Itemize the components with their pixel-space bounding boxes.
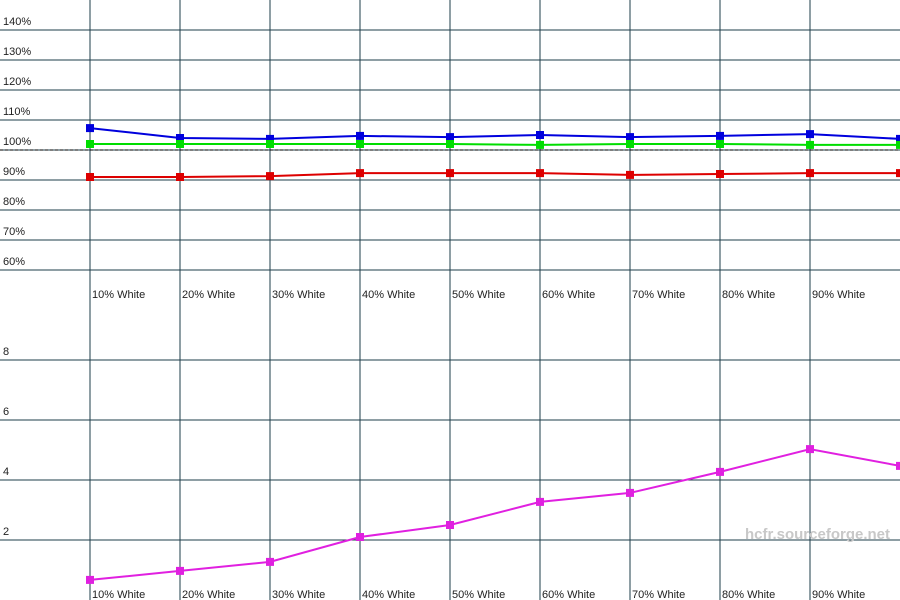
point-marker (446, 140, 454, 148)
x-tick-label: 40% White (362, 289, 415, 301)
x-tick-label: 80% White (722, 589, 775, 600)
x-tick-label: 20% White (182, 589, 235, 600)
y-tick-label: 60% (3, 256, 25, 268)
point-marker (356, 131, 364, 140)
point-marker (716, 140, 724, 148)
series-line (89, 127, 900, 140)
point-marker (86, 124, 94, 133)
point-marker (176, 134, 184, 142)
point-marker (896, 134, 900, 143)
point-marker (716, 170, 724, 178)
series-line (89, 448, 900, 581)
point-marker (896, 461, 900, 470)
point-marker (806, 140, 814, 149)
point-marker (176, 566, 184, 575)
y-tick-label: 130% (3, 46, 31, 58)
point-marker (356, 140, 364, 148)
point-marker (536, 497, 544, 506)
point-marker (536, 169, 544, 178)
point-marker (716, 131, 724, 140)
point-marker (446, 133, 454, 142)
x-tick-label: 90% White (812, 589, 865, 600)
point-marker (806, 445, 814, 454)
y-tick-label: 2 (3, 526, 9, 538)
point-marker (626, 140, 634, 148)
point-marker (536, 131, 544, 139)
x-tick-label: 20% White (182, 289, 235, 301)
y-tick-label: 8 (3, 346, 9, 358)
x-tick-label: 10% White (92, 289, 145, 301)
point-marker (446, 521, 454, 529)
x-tick-label: 90% White (812, 289, 865, 301)
y-tick-label: 120% (3, 76, 31, 88)
point-marker (626, 488, 634, 497)
y-tick-label: 4 (3, 466, 9, 478)
point-marker (86, 173, 94, 181)
x-tick-label: 10% White (92, 589, 145, 600)
point-marker (536, 140, 544, 149)
x-tick-label: 70% White (632, 589, 685, 600)
point-marker (806, 130, 814, 139)
x-tick-label: 50% White (452, 289, 505, 301)
y-tick-label: 80% (3, 196, 25, 208)
point-marker (266, 134, 274, 143)
y-tick-label: 90% (3, 166, 25, 178)
y-tick-label: 110% (3, 106, 31, 118)
point-marker (266, 557, 274, 566)
point-marker (86, 140, 94, 148)
x-tick-label: 70% White (632, 289, 685, 301)
point-marker (86, 575, 94, 584)
point-marker (896, 140, 900, 149)
x-tick-label: 30% White (272, 289, 325, 301)
x-tick-label: 60% White (542, 589, 595, 600)
x-tick-label: 60% White (542, 289, 595, 301)
x-tick-label: 30% White (272, 589, 325, 600)
x-tick-label: 40% White (362, 589, 415, 600)
series-line (90, 172, 900, 178)
y-tick-label: 6 (3, 406, 9, 418)
series-line (90, 143, 900, 146)
point-marker (716, 467, 724, 476)
point-marker (176, 140, 184, 148)
point-marker (896, 169, 900, 178)
point-marker (626, 170, 634, 179)
point-marker (176, 173, 184, 181)
point-marker (356, 533, 364, 541)
point-marker (356, 169, 364, 178)
y-tick-label: 100% (3, 136, 31, 148)
point-marker (266, 172, 274, 181)
point-marker (806, 169, 814, 178)
point-marker (446, 169, 454, 178)
point-marker (626, 133, 634, 142)
point-marker (266, 140, 274, 148)
y-tick-label: 140% (3, 16, 31, 28)
y-tick-label: 70% (3, 226, 25, 238)
x-tick-label: 80% White (722, 289, 775, 301)
x-tick-label: 50% White (452, 589, 505, 600)
watermark: hcfr.sourceforge.net (745, 526, 890, 543)
